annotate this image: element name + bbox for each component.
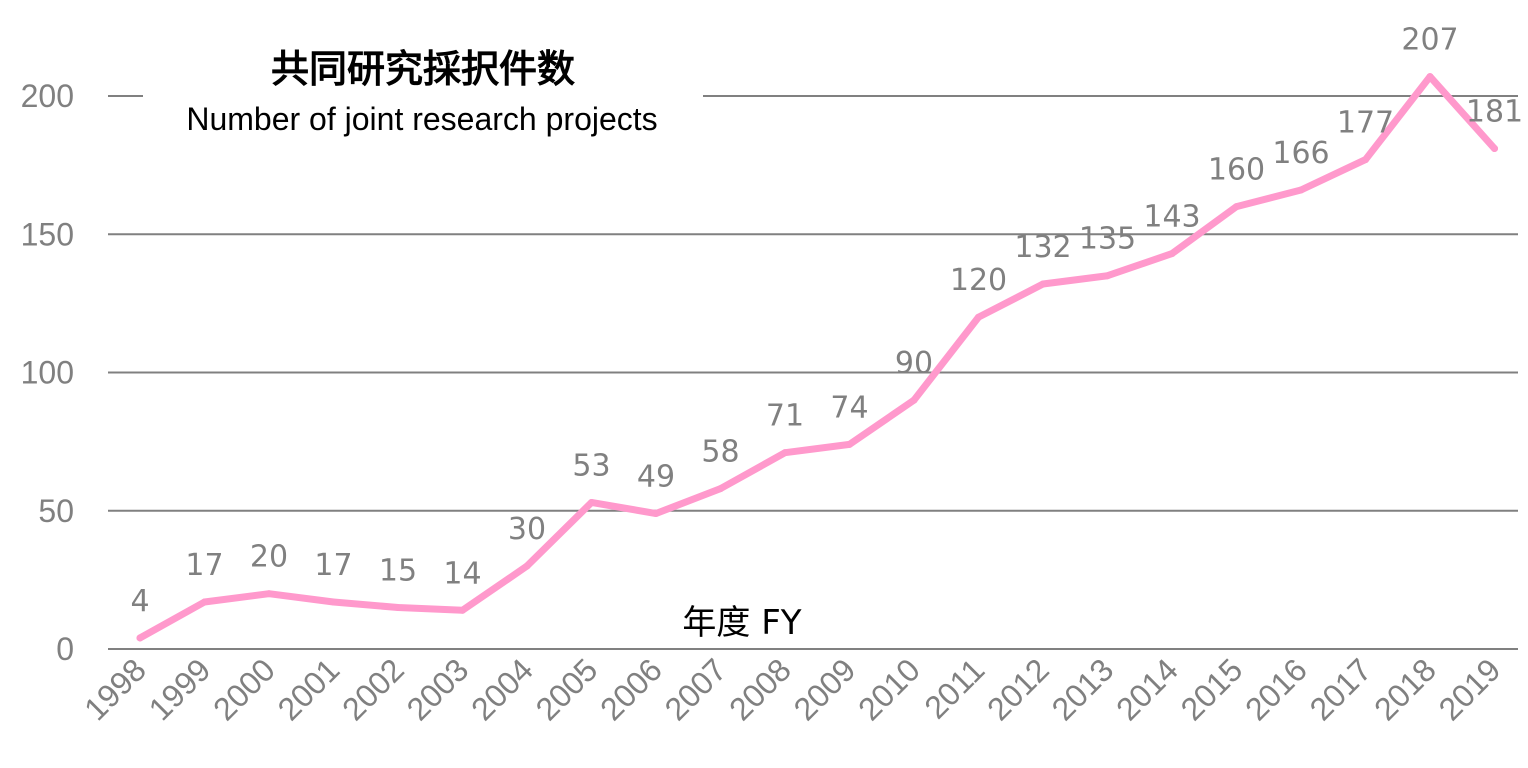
chart-title: 共同研究採択件数 bbox=[271, 47, 575, 91]
y-tick-label: 50 bbox=[38, 493, 74, 529]
title-background bbox=[143, 82, 703, 140]
x-tick-label: 2014 bbox=[1109, 651, 1185, 727]
x-tick-label: 2017 bbox=[1303, 651, 1379, 727]
x-tick-label: 2013 bbox=[1045, 651, 1121, 727]
x-tick-label: 2011 bbox=[917, 651, 991, 725]
data-label: 207 bbox=[1401, 23, 1458, 58]
x-axis-ticks: 1998199920002001200220032004200520062007… bbox=[77, 651, 1507, 727]
data-label: 58 bbox=[701, 435, 739, 470]
x-tick-label: 2007 bbox=[658, 651, 734, 727]
x-tick-label: 1999 bbox=[142, 651, 218, 727]
data-point bbox=[975, 313, 982, 321]
data-label: 71 bbox=[766, 399, 804, 434]
x-tick-label: 2019 bbox=[1432, 651, 1508, 727]
data-point bbox=[1491, 145, 1498, 153]
data-label: 17 bbox=[314, 548, 352, 583]
data-label: 74 bbox=[830, 390, 868, 425]
data-label: 15 bbox=[379, 554, 417, 589]
data-label: 90 bbox=[895, 346, 933, 381]
data-point bbox=[588, 498, 595, 506]
data-label: 49 bbox=[637, 460, 675, 495]
x-tick-label: 2018 bbox=[1367, 651, 1443, 727]
chart-subtitle: Number of joint research projects bbox=[186, 101, 657, 137]
data-point bbox=[459, 606, 466, 614]
data-point bbox=[201, 598, 208, 606]
data-point bbox=[1039, 280, 1047, 288]
data-point bbox=[394, 604, 402, 612]
data-label: 181 bbox=[1466, 95, 1523, 130]
x-tick-label: 2004 bbox=[464, 651, 540, 727]
data-point bbox=[1362, 156, 1369, 164]
data-point bbox=[1426, 73, 1434, 81]
data-label: 53 bbox=[572, 448, 610, 483]
x-tick-label: 2002 bbox=[335, 651, 411, 727]
series-line bbox=[136, 73, 1498, 642]
y-axis-ticks: 0 50 100 150 200 bbox=[21, 78, 74, 667]
data-label: 120 bbox=[950, 263, 1007, 298]
data-point bbox=[910, 396, 918, 404]
series-group bbox=[136, 73, 1498, 642]
y-tick-label: 150 bbox=[21, 216, 74, 252]
data-point bbox=[652, 510, 660, 518]
data-point bbox=[265, 590, 273, 598]
y-tick-label: 100 bbox=[21, 355, 74, 391]
data-label: 14 bbox=[443, 556, 481, 591]
y-tick-label: 0 bbox=[56, 631, 74, 667]
data-label: 160 bbox=[1208, 153, 1265, 188]
x-tick-label: 2008 bbox=[722, 651, 798, 727]
x-tick-label: 2015 bbox=[1174, 651, 1250, 727]
data-point bbox=[781, 449, 789, 457]
x-tick-label: 2009 bbox=[787, 651, 863, 727]
x-tick-label: 2016 bbox=[1238, 651, 1314, 727]
data-point bbox=[1104, 272, 1111, 280]
data-point bbox=[523, 562, 531, 570]
x-axis-label: 年度 FY bbox=[682, 603, 801, 643]
data-point bbox=[1297, 186, 1305, 194]
data-point bbox=[330, 598, 337, 606]
data-label: 20 bbox=[250, 540, 288, 575]
data-point bbox=[1233, 203, 1240, 211]
data-label: 17 bbox=[185, 548, 223, 583]
x-tick-label: 2003 bbox=[400, 651, 476, 727]
x-tick-label: 2006 bbox=[593, 651, 669, 727]
data-label: 30 bbox=[508, 512, 546, 547]
x-tick-label: 2012 bbox=[980, 651, 1056, 727]
data-point bbox=[136, 634, 144, 642]
data-point bbox=[717, 485, 724, 493]
data-label: 177 bbox=[1337, 106, 1394, 141]
data-point bbox=[1168, 250, 1176, 258]
x-tick-label: 2010 bbox=[851, 651, 927, 727]
data-label: 143 bbox=[1143, 200, 1200, 235]
data-label: 4 bbox=[130, 584, 149, 619]
y-tick-label: 200 bbox=[21, 78, 74, 114]
data-label: 166 bbox=[1272, 136, 1329, 171]
x-tick-label: 2001 bbox=[271, 651, 347, 727]
x-tick-label: 2000 bbox=[206, 651, 282, 727]
data-label: 135 bbox=[1079, 222, 1136, 257]
data-point bbox=[846, 440, 853, 448]
data-label: 132 bbox=[1014, 230, 1071, 265]
x-tick-label: 1998 bbox=[77, 651, 153, 727]
x-tick-label: 2005 bbox=[529, 651, 605, 727]
